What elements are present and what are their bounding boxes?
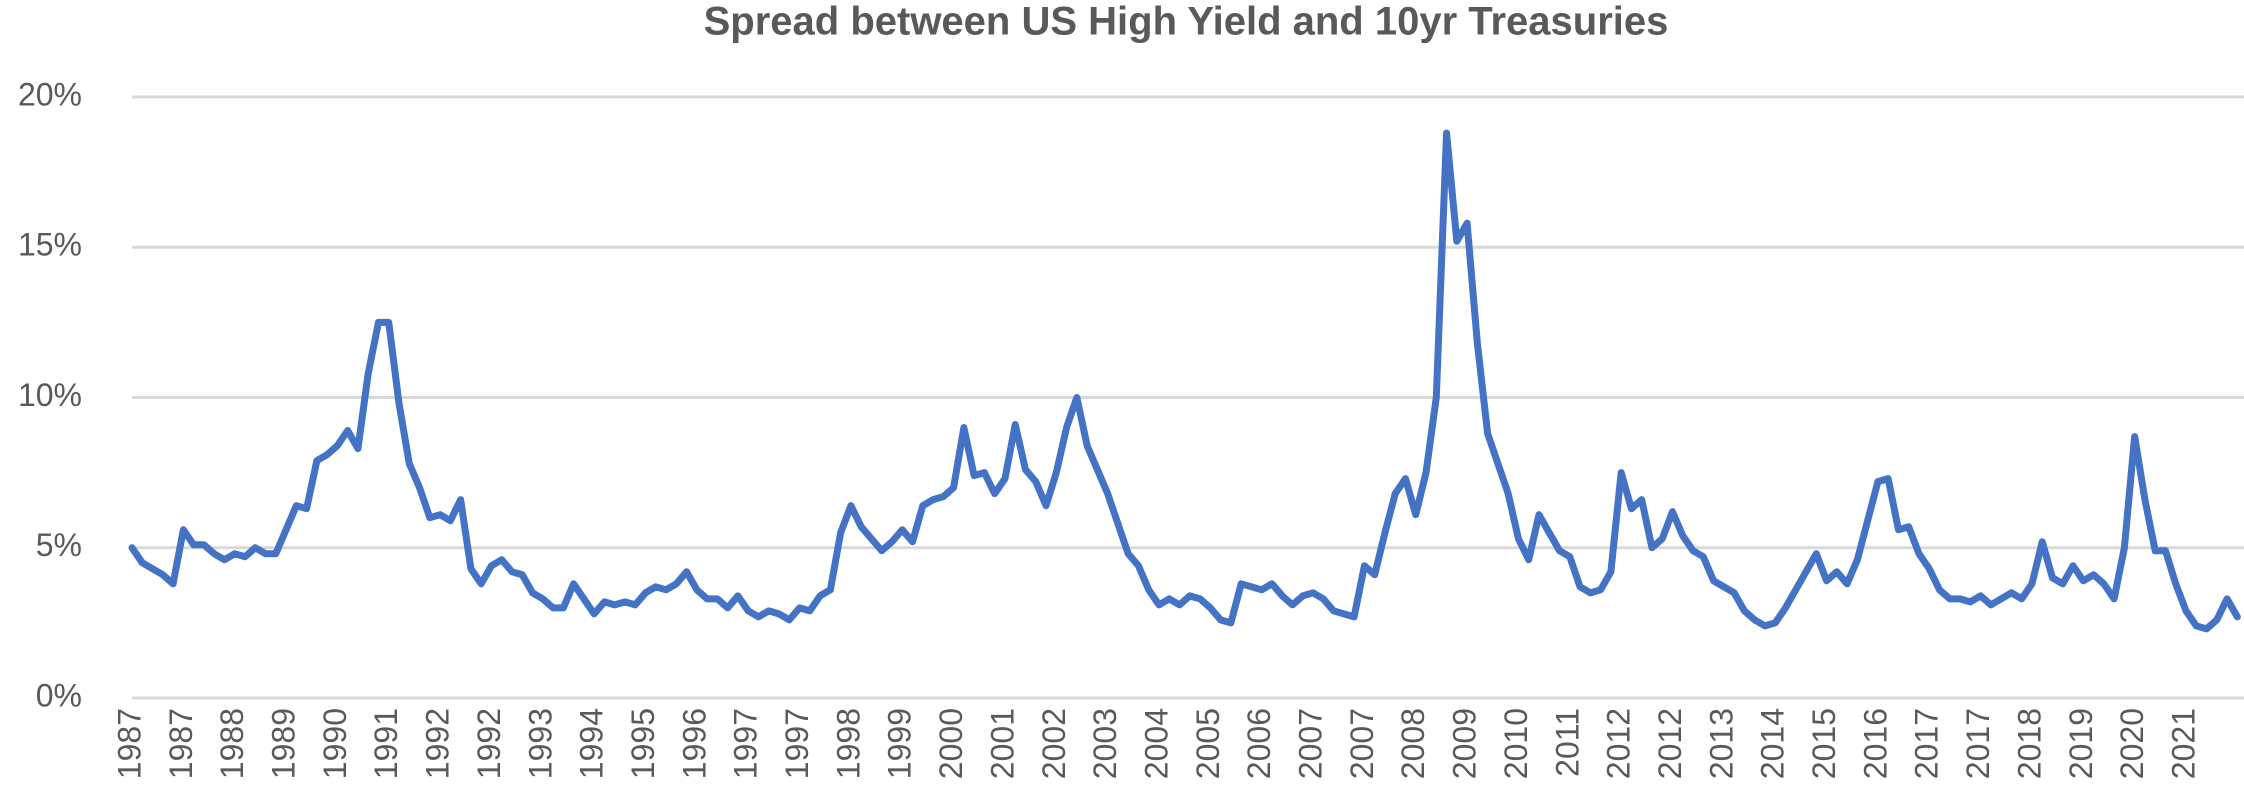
y-tick-label: 10% [18,377,82,413]
data-line [128,129,2241,633]
y-tick-label: 15% [18,227,82,263]
x-tick-label: 1994 [574,708,610,779]
x-tick-label: 2007 [1344,708,1380,779]
x-tick-label: 1988 [214,708,250,779]
x-tick-label: 1989 [266,708,302,779]
x-tick-label: 2019 [2063,708,2099,779]
x-tick-label: 2000 [933,708,969,779]
x-tick-label: 1998 [830,708,866,779]
x-tick-label: 1990 [317,708,353,779]
x-tick-label: 1999 [882,708,918,779]
x-tick-label: 2014 [1755,708,1791,779]
x-tick-label: 2005 [1190,708,1226,779]
x-tick-label: 1995 [625,708,661,779]
x-tick-label: 2006 [1241,708,1277,779]
x-tick-label: 2002 [1036,708,1072,779]
x-tick-label: 1987 [111,708,147,779]
x-tick-label: 2013 [1703,708,1739,779]
x-tick-label: 2007 [1293,708,1329,779]
x-tick-label: 2012 [1652,708,1688,779]
x-tick-label: 1997 [779,708,815,779]
x-tick-label: 2018 [2011,708,2047,779]
y-tick-label: 20% [18,76,82,112]
x-tick-label: 2015 [1806,708,1842,779]
x-tick-label: 2021 [2165,708,2201,779]
x-tick-label: 2008 [1395,708,1431,779]
x-tick-label: 1987 [163,708,199,779]
x-tick-label: 2009 [1447,708,1483,779]
y-tick-label: 0% [36,677,82,713]
x-tick-label: 2003 [1087,708,1123,779]
x-tick-label: 2020 [2114,708,2150,779]
x-tick-label: 2016 [1857,708,1893,779]
x-tick-label: 2012 [1601,708,1637,779]
x-tick-label: 2017 [1909,708,1945,779]
x-tick-label: 2001 [984,708,1020,779]
chart-title: Spread between US High Yield and 10yr Tr… [704,0,1669,44]
x-tick-label: 2017 [1960,708,1996,779]
x-tick-label: 1996 [676,708,712,779]
x-tick-label: 1992 [471,708,507,779]
x-tick-label: 1993 [522,708,558,779]
x-tick-label: 1992 [420,708,456,779]
x-tick-label: 1991 [368,708,404,779]
y-tick-label: 5% [36,527,82,563]
x-tick-label: 2010 [1498,708,1534,779]
x-tick-label: 2011 [1549,708,1585,777]
x-tick-label: 1997 [728,708,764,779]
x-tick-label: 2004 [1138,708,1174,779]
